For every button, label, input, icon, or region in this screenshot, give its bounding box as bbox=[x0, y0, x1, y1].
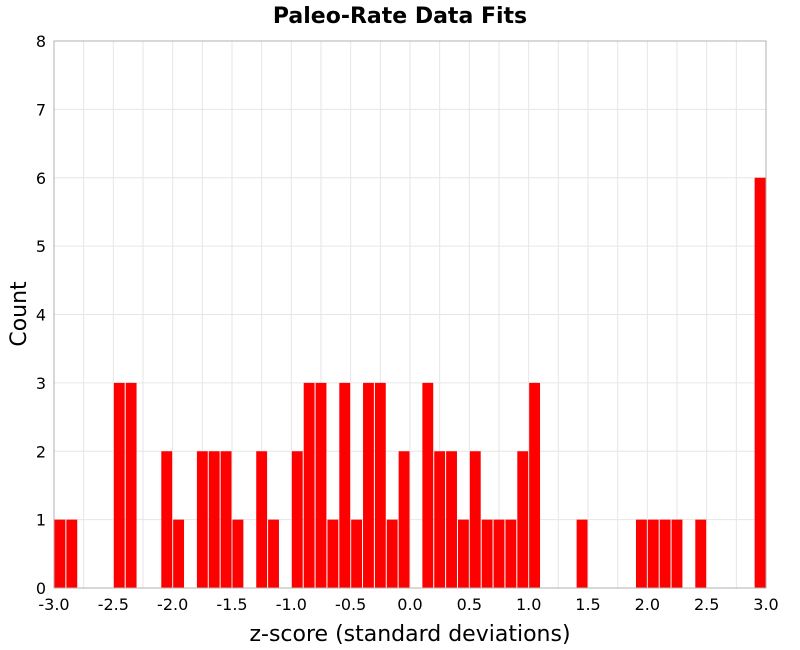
histogram-bar bbox=[256, 451, 268, 588]
histogram-bar bbox=[268, 519, 279, 588]
histogram-bar bbox=[529, 382, 541, 588]
histogram-bar bbox=[505, 519, 517, 588]
x-tick-label: -1.0 bbox=[276, 595, 307, 614]
histogram-bar bbox=[695, 519, 707, 588]
y-tick-label: 0 bbox=[36, 579, 46, 598]
histogram-bar bbox=[635, 519, 647, 588]
histogram-bar bbox=[291, 451, 303, 588]
x-tick-label: 0.0 bbox=[397, 595, 422, 614]
bars bbox=[54, 177, 766, 588]
y-tick-labels: 0 1 2 3 4 5 6 7 8 bbox=[36, 32, 46, 598]
histogram-bar bbox=[54, 519, 66, 588]
histogram-bar bbox=[161, 451, 173, 588]
histogram-bar bbox=[339, 382, 351, 588]
histogram-bar bbox=[659, 519, 671, 588]
histogram-bar bbox=[754, 177, 766, 588]
x-tick-label: -2.5 bbox=[98, 595, 129, 614]
x-tick-label: 0.5 bbox=[457, 595, 482, 614]
x-axis-label: z-score (standard deviations) bbox=[249, 622, 570, 647]
histogram-bar bbox=[481, 519, 493, 588]
chart-title: Paleo-Rate Data Fits bbox=[273, 4, 527, 29]
histogram-bar bbox=[469, 451, 481, 588]
histogram-bar bbox=[66, 519, 78, 588]
x-tick-label: 1.5 bbox=[575, 595, 600, 614]
x-tick-label: 2.5 bbox=[694, 595, 719, 614]
histogram-bar bbox=[576, 519, 588, 588]
x-tick-label: -2.0 bbox=[157, 595, 188, 614]
y-axis-label: Count bbox=[7, 281, 32, 347]
histogram-bar bbox=[351, 519, 363, 588]
histogram-bar bbox=[493, 519, 505, 588]
grid-lines bbox=[53, 40, 767, 589]
histogram-bar bbox=[232, 519, 244, 588]
y-tick-label: 6 bbox=[36, 169, 46, 188]
histogram-bar bbox=[113, 382, 125, 588]
histogram-bar bbox=[517, 451, 529, 588]
histogram-bar bbox=[303, 382, 315, 588]
histogram-bar bbox=[173, 519, 185, 588]
x-tick-label: -3.0 bbox=[38, 595, 69, 614]
histogram-bar bbox=[363, 382, 374, 588]
y-tick-label: 3 bbox=[36, 374, 46, 393]
plot-area bbox=[53, 40, 767, 589]
histogram-bar bbox=[446, 451, 457, 588]
histogram-bar bbox=[434, 451, 446, 588]
histogram-bar bbox=[220, 451, 232, 588]
x-tick-label: -0.5 bbox=[335, 595, 366, 614]
histogram-bar bbox=[374, 382, 386, 588]
histogram-bar bbox=[125, 382, 137, 588]
histogram-bar bbox=[398, 451, 410, 588]
histogram-bar bbox=[386, 519, 398, 588]
y-tick-label: 5 bbox=[36, 237, 46, 256]
x-tick-label: -1.5 bbox=[216, 595, 247, 614]
histogram-bar bbox=[457, 519, 469, 588]
x-tick-label: 3.0 bbox=[753, 595, 778, 614]
x-tick-labels: -3.0 -2.5 -2.0 -1.5 -1.0 -0.5 0.0 0.5 1.0 1.5 2.0 2… bbox=[38, 595, 778, 614]
y-tick-label: 1 bbox=[36, 511, 46, 530]
y-tick-label: 8 bbox=[36, 32, 46, 51]
histogram-bar bbox=[196, 451, 208, 588]
y-tick-label: 4 bbox=[36, 306, 46, 325]
y-tick-label: 7 bbox=[36, 100, 46, 119]
y-tick-label: 2 bbox=[36, 442, 46, 461]
histogram-bar bbox=[671, 519, 683, 588]
x-tick-label: 2.0 bbox=[635, 595, 660, 614]
histogram-bar bbox=[208, 451, 220, 588]
histogram-bar bbox=[315, 382, 327, 588]
histogram-bar bbox=[647, 519, 659, 588]
x-tick-label: 1.0 bbox=[516, 595, 541, 614]
histogram-bar bbox=[422, 382, 434, 588]
histogram-bar bbox=[327, 519, 339, 588]
